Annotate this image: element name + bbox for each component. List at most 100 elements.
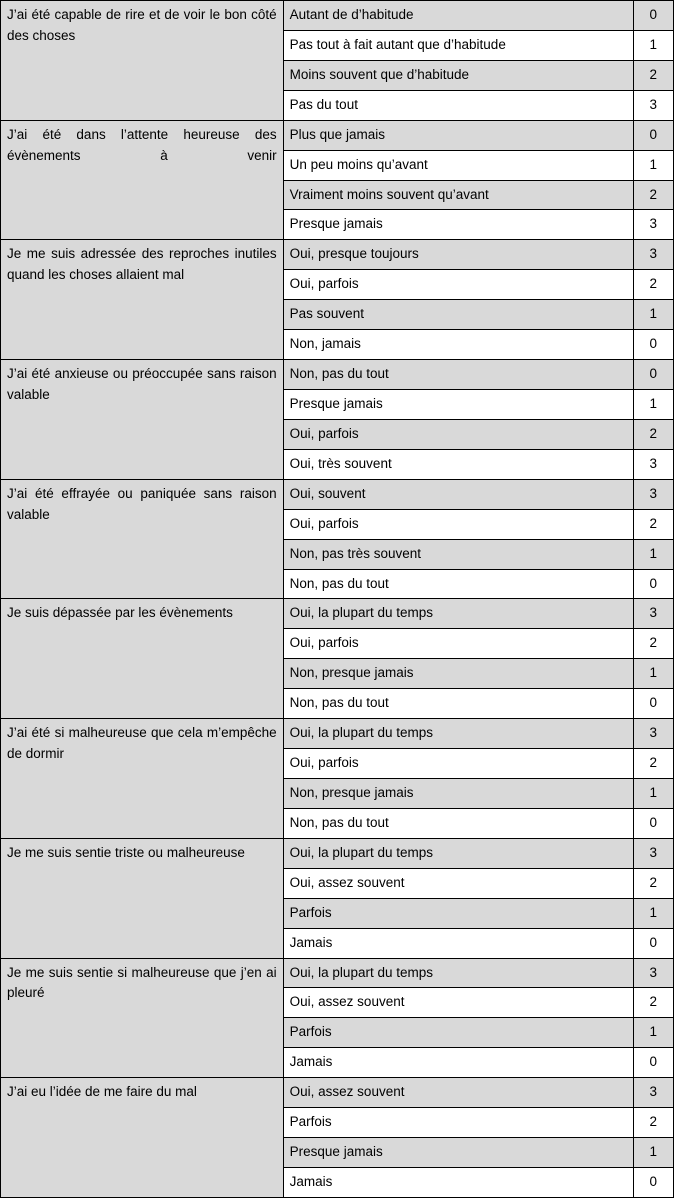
answer-label: Presque jamais (283, 1138, 633, 1168)
answer-label: Non, presque jamais (283, 778, 633, 808)
answer-label: Jamais (283, 928, 633, 958)
answer-score: 2 (633, 988, 673, 1018)
answer-score: 2 (633, 509, 673, 539)
table-row: Je me suis sentie triste ou malheureuseO… (1, 838, 674, 868)
answer-score: 2 (633, 629, 673, 659)
answer-label: Oui, presque toujours (283, 240, 633, 270)
answer-score: 0 (633, 569, 673, 599)
answer-label: Oui, assez souvent (283, 1078, 633, 1108)
answer-score: 2 (633, 270, 673, 300)
answer-score: 1 (633, 389, 673, 419)
question-text: J’ai été effrayée ou paniquée sans raiso… (1, 479, 284, 599)
answer-label: Oui, parfois (283, 270, 633, 300)
answer-label: Un peu moins qu’avant (283, 150, 633, 180)
answer-score: 0 (633, 1167, 673, 1197)
answer-label: Parfois (283, 1108, 633, 1138)
answer-score: 2 (633, 419, 673, 449)
table-row: J’ai été si malheureuse que cela m’empêc… (1, 719, 674, 749)
answer-score: 3 (633, 1078, 673, 1108)
answer-label: Non, pas du tout (283, 808, 633, 838)
answer-label: Oui, la plupart du temps (283, 958, 633, 988)
table-row: Je suis dépassée par les évènementsOui, … (1, 599, 674, 629)
answer-label: Oui, souvent (283, 479, 633, 509)
answer-label: Non, pas du tout (283, 689, 633, 719)
answer-label: Jamais (283, 1167, 633, 1197)
answer-label: Parfois (283, 898, 633, 928)
answer-label: Oui, parfois (283, 629, 633, 659)
answer-label: Pas souvent (283, 300, 633, 330)
answer-score: 1 (633, 778, 673, 808)
answer-score: 2 (633, 180, 673, 210)
answer-label: Moins souvent que d’habitude (283, 60, 633, 90)
answer-label: Non, jamais (283, 330, 633, 360)
question-text: J’ai été si malheureuse que cela m’empêc… (1, 719, 284, 839)
answer-label: Oui, la plupart du temps (283, 599, 633, 629)
answer-label: Oui, la plupart du temps (283, 719, 633, 749)
answer-label: Pas tout à fait autant que d’habitude (283, 30, 633, 60)
answer-score: 0 (633, 1048, 673, 1078)
answer-label: Non, presque jamais (283, 659, 633, 689)
answer-score: 3 (633, 479, 673, 509)
table-row: J’ai été capable de rire et de voir le b… (1, 1, 674, 31)
answer-score: 1 (633, 1018, 673, 1048)
answer-score: 1 (633, 1138, 673, 1168)
table-row: J’ai été effrayée ou paniquée sans raiso… (1, 479, 674, 509)
answer-score: 2 (633, 1108, 673, 1138)
answer-label: Oui, très souvent (283, 449, 633, 479)
answer-label: Autant de d’habitude (283, 1, 633, 31)
question-text: Je me suis sentie triste ou malheureuse (1, 838, 284, 958)
answer-label: Jamais (283, 1048, 633, 1078)
answer-label: Non, pas très souvent (283, 539, 633, 569)
answer-label: Non, pas du tout (283, 360, 633, 390)
answer-score: 0 (633, 330, 673, 360)
answer-score: 1 (633, 300, 673, 330)
answer-score: 0 (633, 360, 673, 390)
answer-label: Oui, parfois (283, 509, 633, 539)
answer-score: 3 (633, 240, 673, 270)
answer-score: 3 (633, 599, 673, 629)
question-text: Je me suis sentie si malheureuse que j’e… (1, 958, 284, 1078)
answer-score: 3 (633, 958, 673, 988)
answer-score: 2 (633, 60, 673, 90)
question-text: J’ai été anxieuse ou préoccupée sans rai… (1, 360, 284, 480)
answer-score: 2 (633, 749, 673, 779)
answer-label: Presque jamais (283, 389, 633, 419)
answer-label: Pas du tout (283, 90, 633, 120)
answer-label: Oui, la plupart du temps (283, 838, 633, 868)
answer-score: 1 (633, 659, 673, 689)
answer-label: Oui, assez souvent (283, 868, 633, 898)
answer-score: 0 (633, 1, 673, 31)
answer-score: 1 (633, 30, 673, 60)
table-row: Je me suis sentie si malheureuse que j’e… (1, 958, 674, 988)
table-row: J’ai eu l’idée de me faire du malOui, as… (1, 1078, 674, 1108)
question-text: J’ai été dans l’attente heureuse des évè… (1, 120, 284, 240)
question-text: Je suis dépassée par les évènements (1, 599, 284, 719)
answer-score: 0 (633, 120, 673, 150)
answer-label: Presque jamais (283, 210, 633, 240)
answer-label: Oui, parfois (283, 419, 633, 449)
answer-score: 3 (633, 90, 673, 120)
answer-score: 1 (633, 150, 673, 180)
table-row: J’ai été anxieuse ou préoccupée sans rai… (1, 360, 674, 390)
answer-label: Oui, parfois (283, 749, 633, 779)
question-text: J’ai été capable de rire et de voir le b… (1, 1, 284, 121)
question-text: Je me suis adressée des reproches inutil… (1, 240, 284, 360)
answer-label: Plus que jamais (283, 120, 633, 150)
answer-score: 0 (633, 808, 673, 838)
questionnaire-body: J’ai été capable de rire et de voir le b… (1, 1, 674, 1198)
answer-label: Non, pas du tout (283, 569, 633, 599)
answer-score: 1 (633, 539, 673, 569)
answer-label: Oui, assez souvent (283, 988, 633, 1018)
answer-score: 3 (633, 449, 673, 479)
answer-label: Parfois (283, 1018, 633, 1048)
answer-score: 0 (633, 928, 673, 958)
answer-label: Vraiment moins souvent qu’avant (283, 180, 633, 210)
answer-score: 0 (633, 689, 673, 719)
questionnaire-table: J’ai été capable de rire et de voir le b… (0, 0, 674, 1198)
answer-score: 3 (633, 210, 673, 240)
answer-score: 3 (633, 838, 673, 868)
question-text: J’ai eu l’idée de me faire du mal (1, 1078, 284, 1198)
answer-score: 1 (633, 898, 673, 928)
answer-score: 3 (633, 719, 673, 749)
table-row: Je me suis adressée des reproches inutil… (1, 240, 674, 270)
